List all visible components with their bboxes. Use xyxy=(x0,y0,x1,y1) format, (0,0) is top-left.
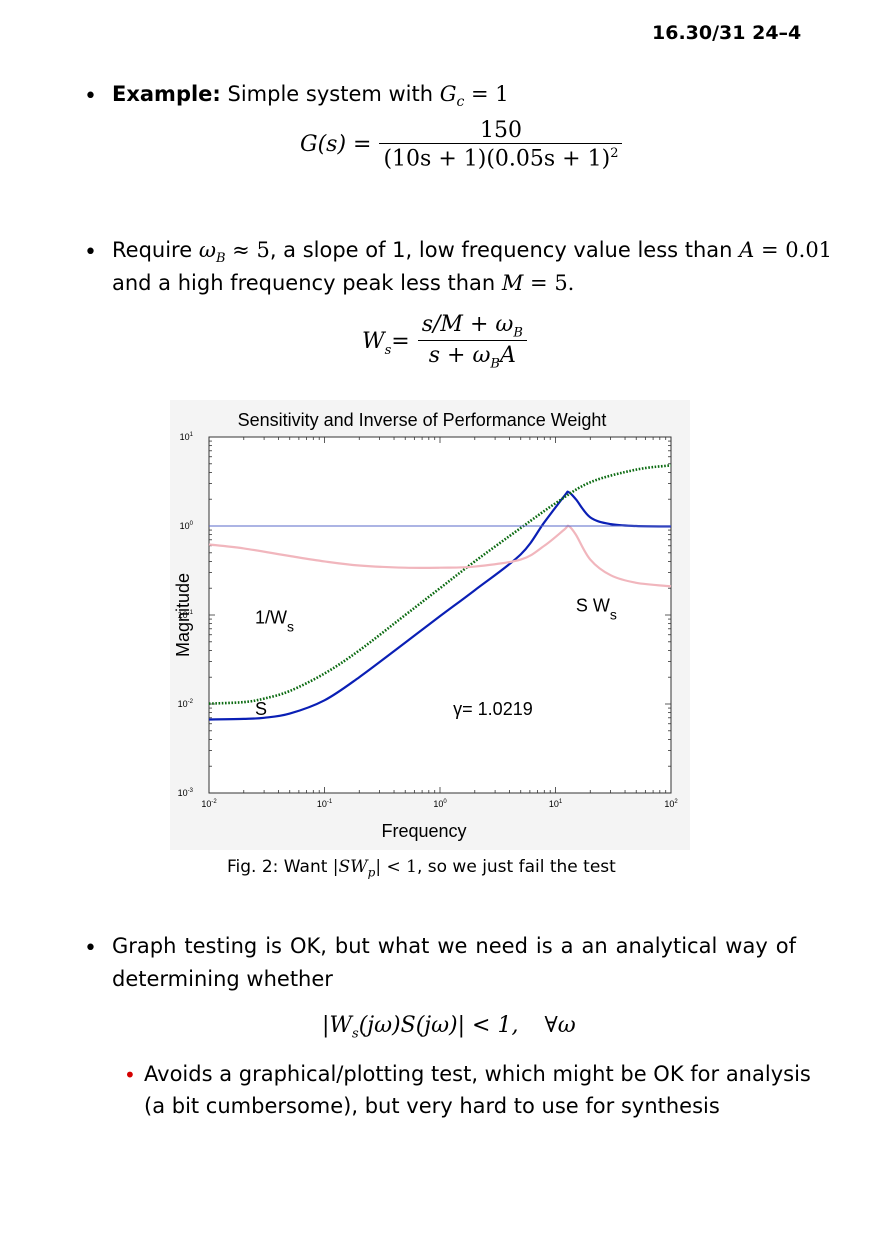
series-line-0 xyxy=(208,490,672,721)
example-bold-label: Example: xyxy=(112,82,221,106)
plant-equation-lhs: G(s) = xyxy=(300,132,372,158)
graph-testing-line-1: Graph testing is OK, but what we need is… xyxy=(112,934,796,958)
a-symbol: A xyxy=(739,238,755,262)
sensitivity-chart: 10-2 10-1 100 101 102 10-3 10-2 10-1 100 101 Sensi… xyxy=(170,400,690,850)
weight-numerator-subscript: B xyxy=(513,325,523,341)
chart-annotation: S Ws xyxy=(576,595,617,622)
x-tick-label: 101 xyxy=(549,799,563,809)
x-tick-label: 100 xyxy=(433,799,447,809)
x-tick-label: 102 xyxy=(664,799,678,809)
bullet-dot: • xyxy=(84,936,97,961)
chart-annotation: γ= 1.0219 xyxy=(453,699,533,719)
y-tick-label: 101 xyxy=(180,432,194,442)
requirement-text-c: , a slope of 1, low frequency value less… xyxy=(269,238,740,262)
requirement-line-1: Require ωB ≈ 5, a slope of 1, low freque… xyxy=(112,238,832,266)
weight-lhs-equals: = xyxy=(391,329,410,355)
weight-numerator: s/M + ω xyxy=(421,312,514,337)
x-tick-label: 10-1 xyxy=(317,799,333,809)
example-line: Example: Simple system with Gc = 1 xyxy=(112,82,509,110)
plant-equation: G(s) = 150 (10s + 1)(0.05s + 1)2 xyxy=(300,118,623,172)
weight-denominator-tail: A xyxy=(499,343,516,369)
y-tick-label: 10-2 xyxy=(178,699,194,709)
sub-bullet-line-1: Avoids a graphical/plotting test, which … xyxy=(144,1062,811,1086)
page-header-label: 16.30/31 24–4 xyxy=(652,22,802,44)
figure-caption: Fig. 2: Want |SWp| < 1, so we just fail … xyxy=(227,857,616,879)
omega-b-symbol: ω xyxy=(198,238,216,262)
plant-equation-exponent: 2 xyxy=(610,146,619,161)
caption-prefix: Fig. 2: Want xyxy=(227,857,333,877)
requirement-line-2: and a high frequency peak less than M = … xyxy=(112,271,574,295)
bullet-dot: • xyxy=(84,240,97,265)
caption-suffix: , so we just fail the test xyxy=(416,857,616,877)
test-eq-b: (jω)S(jω)| < 1, xyxy=(358,1013,519,1038)
chart-svg: 10-2 10-1 100 101 102 10-3 10-2 10-1 100 101 Sensi… xyxy=(170,400,690,850)
graph-testing-line-2: determining whether xyxy=(112,967,333,991)
chart-title: Sensitivity and Inverse of Performance W… xyxy=(238,410,607,430)
a-value: = 0.01 xyxy=(754,238,833,262)
series-line-2 xyxy=(208,524,672,588)
test-eq-a: |W xyxy=(322,1013,353,1038)
x-axis-label: Frequency xyxy=(381,821,466,841)
weight-lhs-subscript: s xyxy=(384,342,392,358)
weight-denominator-subscript: B xyxy=(490,356,500,372)
test-eq-subscript: s xyxy=(352,1026,359,1042)
sub-bullet-dot: • xyxy=(124,1063,136,1087)
omega-b-subscript: B xyxy=(215,251,226,267)
chart-annotation: S xyxy=(255,699,267,719)
gc-symbol: G xyxy=(439,82,457,106)
sub-bullet-line-2: (a bit cumbersome), but very hard to use… xyxy=(144,1094,720,1118)
m-value: = 5. xyxy=(523,271,575,295)
requirement-text-2a: and a high frequency peak less than xyxy=(112,271,502,295)
series-line-1 xyxy=(208,464,672,705)
requirement-text-a: Require xyxy=(112,238,199,262)
plant-equation-denominator: (10s + 1)(0.05s + 1) xyxy=(383,146,611,172)
chart-annotation: 1/Ws xyxy=(255,608,294,635)
plant-equation-numerator: 150 xyxy=(479,118,522,143)
bullet-dot: • xyxy=(84,84,97,109)
gc-subscript: c xyxy=(456,94,465,111)
test-eq-forall: ∀ω xyxy=(544,1013,576,1038)
example-text: Simple system with xyxy=(227,82,434,106)
omega-b-value: ≈ 5 xyxy=(225,238,270,262)
y-tick-label: 10-3 xyxy=(178,788,194,798)
caption-math-subscript: p xyxy=(367,865,376,880)
caption-math-tail: | < 1 xyxy=(375,857,417,877)
weight-lhs-symbol: W xyxy=(362,329,385,355)
m-symbol: M xyxy=(501,271,524,295)
y-tick-label: 10-1 xyxy=(178,610,194,620)
weight-denominator: s + ω xyxy=(428,343,491,369)
y-tick-label: 100 xyxy=(180,521,194,531)
x-tick-label: 10-2 xyxy=(201,799,217,809)
y-axis-label: Magnitude xyxy=(173,573,193,657)
gc-value: = 1 xyxy=(464,82,509,106)
test-equation: |Ws(jω)S(jω)| < 1, ∀ω xyxy=(322,1013,576,1041)
caption-math: |SW xyxy=(332,857,368,877)
